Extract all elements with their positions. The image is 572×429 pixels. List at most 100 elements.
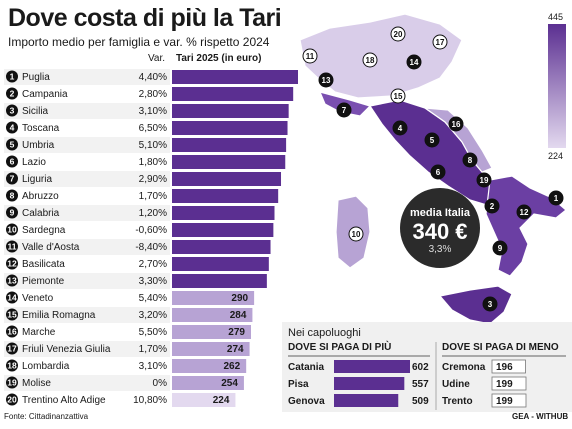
value-bar bbox=[172, 223, 274, 237]
row-band bbox=[4, 375, 170, 391]
value-bar bbox=[172, 138, 287, 152]
region-label: Molise bbox=[22, 378, 51, 389]
rank-number: 11 bbox=[8, 242, 17, 252]
map-badge-number: 20 bbox=[394, 30, 403, 39]
variation-label: 6,50% bbox=[139, 123, 167, 134]
map-badge-number: 12 bbox=[520, 208, 529, 217]
region-label: Campania bbox=[22, 89, 68, 100]
rank-number: 19 bbox=[7, 378, 17, 388]
rank-number: 5 bbox=[10, 140, 15, 150]
map-badge bbox=[392, 120, 408, 136]
variation-label: 3,20% bbox=[139, 310, 167, 321]
map-badge-number: 10 bbox=[352, 230, 361, 239]
map-badge-number: 2 bbox=[490, 202, 495, 211]
media-circle bbox=[400, 188, 480, 268]
value-bar bbox=[172, 189, 279, 203]
map-badge bbox=[476, 172, 492, 188]
variation-label: 1,20% bbox=[139, 208, 167, 219]
map-badge bbox=[448, 116, 464, 132]
rank-number: 7 bbox=[10, 174, 15, 184]
rank-number: 3 bbox=[10, 106, 15, 116]
region-label: Valle d'Aosta bbox=[22, 242, 80, 253]
map-badge-number: 5 bbox=[430, 136, 435, 145]
region-label: Piemonte bbox=[22, 276, 65, 287]
capoluogo-bar bbox=[334, 394, 399, 407]
map-badge-number: 8 bbox=[468, 156, 473, 165]
value-bar bbox=[172, 325, 251, 339]
capoluoghi-label: Nei capoluoghi bbox=[288, 327, 361, 339]
map-badge bbox=[362, 52, 378, 68]
media-label: media Italia bbox=[410, 207, 470, 219]
rank-number: 16 bbox=[7, 327, 17, 337]
region-label: Liguria bbox=[22, 174, 52, 185]
value-label: 254 bbox=[221, 378, 238, 389]
map-badge bbox=[484, 198, 500, 214]
rank-badge bbox=[6, 393, 18, 406]
rank-badge bbox=[6, 257, 18, 270]
value-bar bbox=[172, 240, 271, 254]
region-label: Puglia bbox=[22, 72, 50, 83]
variation-label: 2,70% bbox=[139, 259, 167, 270]
capoluogo-bar bbox=[491, 359, 526, 374]
map-badge-number: 11 bbox=[306, 52, 315, 61]
map-badge-number: 14 bbox=[410, 58, 419, 67]
source-note: Fonte: Cittadinanzattiva bbox=[4, 412, 89, 421]
capoluogo-bar bbox=[334, 360, 410, 373]
rank-number: 8 bbox=[10, 191, 15, 201]
color-scale bbox=[548, 24, 566, 148]
region-label: Friuli Venezia Giulia bbox=[22, 344, 111, 355]
rank-badge bbox=[6, 376, 18, 389]
capoluogo-bar bbox=[491, 393, 527, 408]
rank-number: 2 bbox=[10, 89, 15, 99]
rank-badge bbox=[6, 138, 18, 151]
piu-title: DOVE SI PAGA DI PIÙ bbox=[288, 342, 392, 353]
rank-badge bbox=[6, 189, 18, 202]
media-variation: 3,3% bbox=[428, 244, 452, 255]
row-band bbox=[4, 69, 170, 85]
map-badge bbox=[516, 204, 532, 220]
map-badge-number: 4 bbox=[398, 124, 403, 133]
value-bar bbox=[172, 121, 288, 135]
row-band bbox=[4, 103, 170, 119]
region-label: Sicilia bbox=[22, 106, 49, 117]
rank-number: 18 bbox=[7, 361, 17, 371]
capoluogo-label: Udine bbox=[442, 379, 470, 390]
value-bar bbox=[172, 104, 289, 118]
region-label: Umbria bbox=[22, 140, 55, 151]
value-bar bbox=[172, 308, 253, 322]
value-bar bbox=[172, 155, 286, 169]
credit-note: GEA - WITHUB bbox=[512, 412, 569, 421]
map-badge-number: 13 bbox=[322, 76, 331, 85]
row-band bbox=[4, 137, 170, 153]
rank-badge bbox=[6, 291, 18, 304]
row-band bbox=[4, 273, 170, 289]
value-label: 290 bbox=[231, 293, 248, 304]
rank-number: 4 bbox=[10, 123, 15, 133]
rank-number: 9 bbox=[10, 208, 15, 218]
rank-badge bbox=[6, 325, 18, 338]
map-badge-number: 18 bbox=[366, 56, 375, 65]
capoluogo-value: 509 bbox=[412, 396, 429, 407]
capoluogo-value: 199 bbox=[496, 396, 513, 407]
value-bar bbox=[172, 257, 269, 271]
variation-label: 3,30% bbox=[139, 276, 167, 287]
variation-label: 1,70% bbox=[139, 191, 167, 202]
variation-label: 3,10% bbox=[139, 106, 167, 117]
map-badge bbox=[390, 88, 406, 104]
rank-badge bbox=[6, 121, 18, 134]
variation-label: 5,10% bbox=[139, 140, 167, 151]
region-label: Emilia Romagna bbox=[22, 310, 96, 321]
media-value: 340 € bbox=[412, 219, 468, 244]
map-badge-number: 7 bbox=[342, 106, 347, 115]
variation-label: 2,90% bbox=[139, 174, 167, 185]
scale-min-label: 224 bbox=[548, 151, 564, 161]
map-badge bbox=[492, 240, 508, 256]
map-badge-number: 16 bbox=[452, 120, 461, 129]
capoluogo-value: 196 bbox=[496, 362, 513, 373]
capoluogo-bar bbox=[334, 377, 405, 390]
rank-number: 10 bbox=[7, 225, 17, 235]
meno-title: DOVE SI PAGA DI MENO bbox=[442, 342, 559, 353]
capoluogo-label: Trento bbox=[442, 396, 473, 407]
rank-number: 1 bbox=[10, 72, 15, 82]
